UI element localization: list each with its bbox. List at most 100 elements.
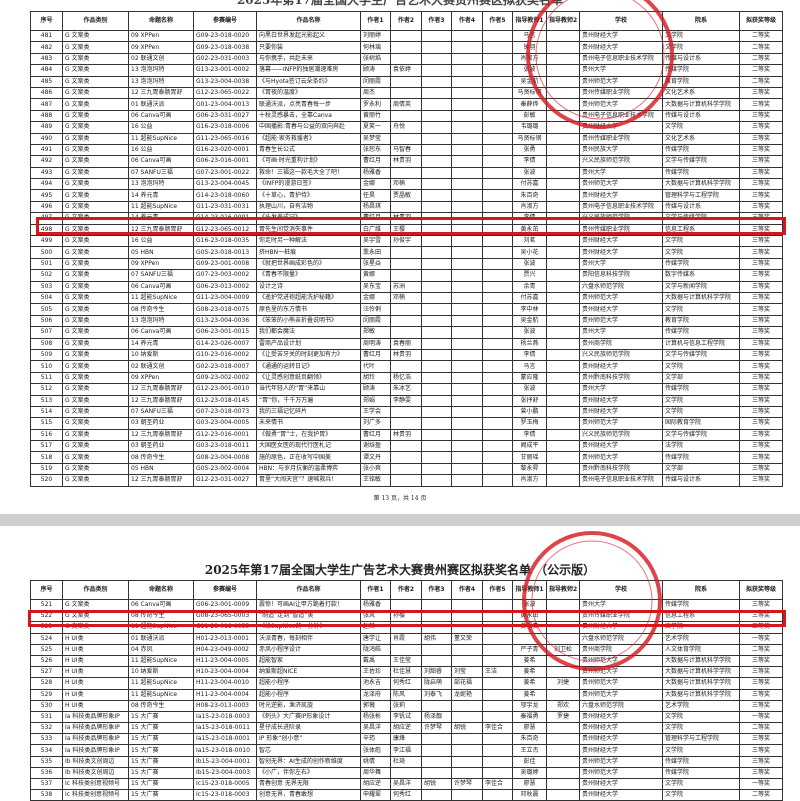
cell-author-2: 李静雯 <box>390 394 422 407</box>
cell-author-4: 刘莹 <box>451 666 483 679</box>
cell-category: Ib 科技类文创周边 <box>62 766 129 780</box>
cell-department: 文学院 <box>662 303 740 316</box>
cell-author-4 <box>451 132 483 145</box>
cell-category: Ib 科技类文创周边 <box>62 755 129 768</box>
cell-category: G 文案类 <box>62 189 129 202</box>
cell-serial: 508 <box>30 337 63 350</box>
cell-author-3: 许梦琴 <box>421 722 452 735</box>
table-row: 490 G 文案类 11 超能SupNice G11-23-065-0016 《超能·家… <box>30 132 783 145</box>
cell-serial: 519 <box>30 462 63 476</box>
cell-serial: 510 <box>30 360 63 373</box>
cell-work-title: 《十草心，青护侍》 <box>256 189 361 202</box>
cell-school: 贵州师范大学 <box>579 75 663 88</box>
cell-department: 教育学院 <box>662 75 740 88</box>
cell-work-title: 智芯 <box>256 744 361 757</box>
cell-entry-id: G02-23-031-0003 <box>193 52 257 66</box>
cell-category: G 文案类 <box>62 246 129 259</box>
cell-advisor-2 <box>546 733 580 746</box>
cell-author-4 <box>451 360 483 373</box>
cell-author-1: 王学会 <box>360 405 391 419</box>
cell-serial: 500 <box>30 246 63 259</box>
cell-school: 贵州电子信息职业技术学院 <box>579 200 663 214</box>
cell-serial: 489 <box>30 121 63 134</box>
cell-author-3 <box>421 462 452 476</box>
column-header-author-2: 作者2 <box>390 580 422 600</box>
cell-serial: 488 <box>30 109 63 123</box>
cell-author-4 <box>451 269 483 282</box>
cell-author-3 <box>421 143 452 157</box>
cell-author-1: 戴禹 <box>360 654 391 668</box>
cell-author-2: 杜琦 <box>390 755 422 768</box>
cell-category: H UI类 <box>62 654 129 668</box>
cell-author-1: 郑敏 <box>360 326 391 339</box>
cell-author-3 <box>421 303 452 316</box>
cell-author-2: 舟悦 <box>390 121 422 134</box>
column-header-entry-id: 参赛编号 <box>193 11 257 31</box>
cell-advisor-2 <box>546 440 580 453</box>
cell-advisor-1: 贾兴 <box>512 269 547 282</box>
cell-work-title: 《遥护党进袍超能洗护秘籍》 <box>256 291 361 305</box>
cell-author-1: 闵丽霞 <box>360 314 391 328</box>
cell-author-2: 陈风 <box>390 688 422 701</box>
cell-advisor-1: 张波 <box>512 166 547 180</box>
cell-award-level: 三等奖 <box>739 744 783 757</box>
cell-department: 传媒学院 <box>662 383 740 396</box>
cell-work-title: 大国医女医的现代行医札记 <box>256 440 361 453</box>
cell-author-3 <box>421 474 452 487</box>
cell-advisor-1: 付苏嘉 <box>512 178 547 191</box>
cell-author-4 <box>451 235 483 248</box>
cell-serial: 517 <box>30 440 63 453</box>
cell-author-4 <box>451 371 483 385</box>
cell-author-1: 吴梦莹 <box>360 132 391 145</box>
cell-author-3: 陇启萌 <box>421 677 452 690</box>
cell-entry-id: G16-23-020-0001 <box>193 143 257 157</box>
cell-author-2: 朱冰艺 <box>390 383 422 396</box>
cell-work-title: 《可画·时光重构计划》 <box>256 155 361 168</box>
cell-author-3 <box>421 428 452 442</box>
cell-author-1: 曹红月 <box>360 348 391 362</box>
cell-serial: 493 <box>30 166 63 180</box>
cell-advisor-1: 秦福勇 <box>512 710 547 724</box>
cell-serial: 528 <box>30 677 63 690</box>
cell-department: 文学院 <box>662 235 740 248</box>
cell-entry-id: Ic15-23-018-0005 <box>193 777 257 791</box>
cell-school: 兴义民族师范学院 <box>579 428 663 442</box>
cell-work-title: 超能小程序 <box>256 688 361 701</box>
cell-author-1: 谭文丹 <box>360 451 391 464</box>
cell-advisor-2 <box>546 52 580 66</box>
cell-advisor-1: 张波 <box>512 326 547 339</box>
cell-advisor-2 <box>546 178 580 191</box>
cell-author-2: 林贵羽 <box>390 155 422 168</box>
cell-topic: 12 三九胃泰肠胃舒 <box>128 394 194 407</box>
cell-serial: 506 <box>30 314 63 328</box>
table-row: 481 G 文案类 09 XPPen G09-23-018-0020 向黑白世界发起光影… <box>30 29 783 43</box>
cell-author-4: 龙妮艳 <box>451 688 483 701</box>
cell-author-5 <box>482 766 513 780</box>
cell-author-1: 申耀翠 <box>360 789 391 801</box>
cell-award-level: 二等奖 <box>739 64 783 77</box>
cell-author-1: 罗永利 <box>360 98 391 111</box>
table-row: 518 G 文案类 08 传奇今生 G08-23-004-0008 施的原色，正在收写中… <box>30 451 783 464</box>
cell-topic: 09 XPPen <box>128 371 194 385</box>
cell-school: 贵州黔南科技学院 <box>579 462 663 476</box>
cell-advisor-2 <box>546 755 580 768</box>
cell-author-3 <box>421 280 452 294</box>
cell-advisor-2 <box>546 109 580 123</box>
cell-author-1: 何林璃 <box>360 41 391 54</box>
cell-serial: 501 <box>30 257 63 271</box>
cell-work-title: 《与Hyota签订云朵条约》 <box>256 75 361 88</box>
cell-work-title: 胃里“大闹天宫”？速喊救兵！ <box>256 474 361 487</box>
cell-topic: 12 三九胃泰肠胃舒 <box>128 474 194 487</box>
cell-award-level: 三等奖 <box>739 291 783 305</box>
cell-author-5 <box>482 632 513 645</box>
cell-author-4 <box>451 337 483 350</box>
cell-award-level: 一等奖 <box>739 710 783 724</box>
cell-entry-id: Ia15-23-018-0010 <box>193 744 257 757</box>
cell-entry-id: Ib15-23-004-0001 <box>193 755 257 768</box>
cell-advisor-2 <box>546 121 580 134</box>
cell-author-2: 林贵羽 <box>390 348 422 362</box>
cell-entry-id: G07-23-003-0002 <box>193 269 257 282</box>
cell-serial: 520 <box>30 474 63 487</box>
cell-category: Ic 科技类创意视频号 <box>62 777 129 791</box>
cell-author-5 <box>482 699 513 712</box>
